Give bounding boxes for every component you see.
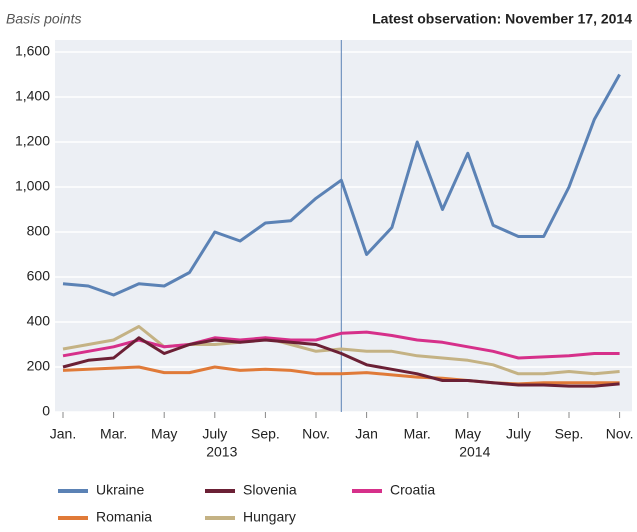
x-tick-label: Nov. (302, 426, 330, 442)
y-tick-label: 1,600 (15, 43, 50, 59)
series-line (62, 73, 621, 297)
legend-label: Romania (96, 509, 152, 525)
x-tick-label: May (151, 426, 177, 442)
y-tick-label: 0 (42, 403, 50, 419)
year-label: 2013 (206, 444, 237, 460)
legend-label: Ukraine (96, 482, 144, 498)
y-tick-label: 1,000 (15, 178, 50, 194)
x-tick-label: Mar. (404, 426, 431, 442)
y-tick-label: 600 (27, 268, 51, 284)
y-tick-label: 200 (27, 358, 51, 374)
x-tick-label: Sep. (555, 426, 584, 442)
axis-unit: Basis points (6, 11, 81, 27)
legend-label: Slovenia (243, 482, 297, 498)
y-tick-label: 1,200 (15, 133, 50, 149)
x-tick-label: Mar. (100, 426, 127, 442)
x-tick-label: Jan (355, 426, 378, 442)
year-label: 2014 (459, 444, 490, 460)
y-tick-label: 1,400 (15, 88, 50, 104)
y-tick-label: 400 (27, 313, 51, 329)
x-tick-label: Sep. (251, 426, 280, 442)
x-tick-label: May (455, 426, 481, 442)
series-line (62, 330, 620, 360)
note: Latest observation: November 17, 2014 (372, 11, 632, 27)
legend-label: Croatia (390, 482, 435, 498)
x-tick-label: Jan. (50, 426, 76, 442)
x-tick-label: July (202, 426, 227, 442)
x-tick-label: Nov. (606, 426, 634, 442)
series-line (62, 325, 620, 376)
legend-label: Hungary (243, 509, 296, 525)
x-tick-label: July (506, 426, 531, 442)
series-line (62, 336, 620, 388)
y-tick-label: 800 (27, 223, 51, 239)
